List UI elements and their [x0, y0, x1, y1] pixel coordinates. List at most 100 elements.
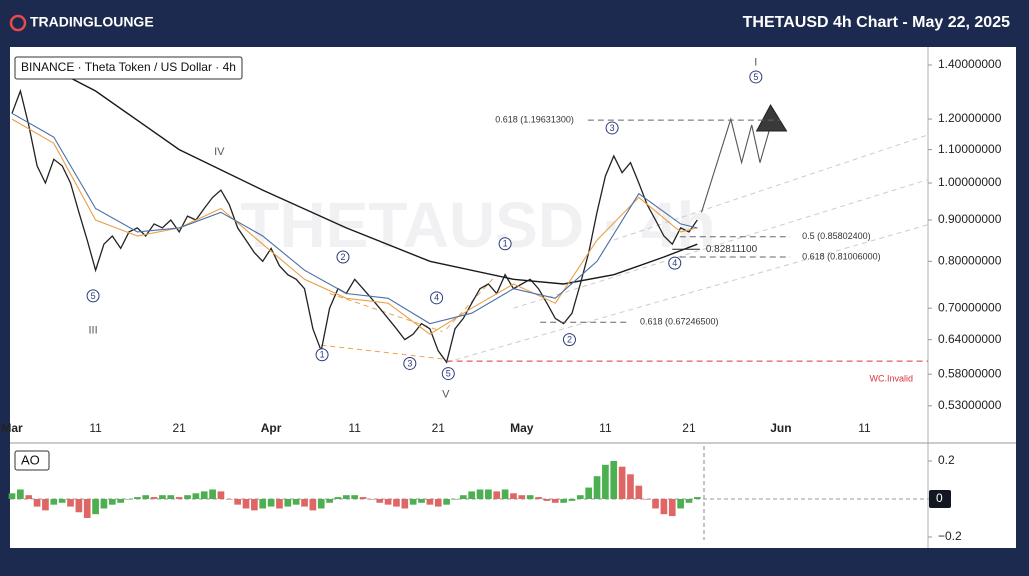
symbol-box [14, 56, 243, 80]
ao-bar [593, 476, 601, 499]
ao-bar [643, 498, 651, 500]
trendline [446, 224, 929, 363]
ao-bar [25, 495, 33, 499]
wave-circle [403, 356, 417, 370]
level-label: 0.82811100 [706, 244, 758, 255]
y-tick-label: 1.10000000 [938, 142, 1002, 156]
ao-bar [8, 493, 16, 499]
ao-pane: 0.2 0 −0.2 AO [8, 450, 962, 543]
ao-bar [75, 498, 83, 513]
ao-bar [468, 491, 476, 499]
ao-bar [292, 498, 300, 505]
trendline [513, 179, 929, 309]
x-tick-label: 11 [348, 421, 361, 435]
logo-text: TRADINGLOUNGE [30, 14, 154, 30]
ao-bar [17, 489, 24, 499]
ao-bar [677, 498, 684, 509]
ao-bar [510, 493, 517, 499]
chart-frame [10, 47, 1016, 548]
ao-bar [117, 498, 124, 503]
wave-label: 3 [407, 358, 412, 368]
ao-bar [150, 497, 158, 499]
ao-bar [443, 498, 450, 505]
wave-circle [749, 70, 763, 84]
ao-bar [368, 498, 375, 500]
projection-arrow [755, 104, 788, 132]
ao-bar [351, 495, 359, 499]
wave-circle [605, 121, 619, 135]
series-line [45, 64, 698, 285]
ao-bar [585, 487, 593, 499]
ao-bar [209, 489, 216, 499]
x-tick-label: May [510, 421, 534, 435]
x-tick-label: Mar [1, 421, 23, 435]
ao-bar [267, 498, 275, 507]
ao-bar [33, 498, 41, 507]
wave-circle [336, 250, 350, 264]
ao-bar [501, 489, 509, 499]
logo-icon [9, 14, 27, 32]
x-tick-label: 11 [858, 421, 871, 435]
ao-title: AO [21, 452, 40, 467]
x-tick-label: Jun [770, 421, 791, 435]
ao-bar [627, 474, 634, 499]
ao-bar [418, 498, 425, 503]
wave-label: 5 [446, 368, 451, 378]
ao-bar [142, 495, 150, 499]
ao-bar [618, 466, 626, 499]
level-label: 0.618 (0.81006000) [802, 251, 881, 261]
ao-bar [242, 498, 250, 509]
trendline [321, 344, 447, 360]
ao-bar [251, 498, 258, 511]
level-label: 0.618 (0.67246500) [640, 317, 719, 327]
ao-bar [217, 491, 225, 499]
ao-bar [225, 498, 233, 500]
wave-label: 4 [672, 258, 677, 268]
y-tick-label: 0.90000000 [938, 212, 1002, 226]
ao-bar [409, 498, 417, 505]
ao-bar [543, 498, 551, 501]
x-tick-label: 21 [432, 421, 446, 435]
y-tick-label: 1.20000000 [938, 111, 1002, 125]
wave-label: 3 [610, 123, 615, 133]
ao-bar [560, 498, 567, 503]
x-tick-label: 11 [89, 421, 102, 435]
ao-bar [610, 461, 618, 499]
wave-label: 4 [434, 293, 439, 303]
ao-bar [568, 498, 576, 501]
ao-bar [434, 498, 442, 507]
y-tick-label: 0 [936, 491, 943, 505]
wave-circle [668, 256, 682, 270]
y-tick-label: 0.53000000 [938, 398, 1002, 412]
ao-bar [359, 497, 367, 499]
ao-bar [134, 497, 141, 499]
wave-label: IV [214, 146, 225, 158]
level-label: WC.Invalid [869, 373, 913, 383]
level-label: 0.618 (1.19631300) [495, 115, 574, 125]
y-tick-label: −0.2 [938, 529, 962, 543]
ao-bar [167, 495, 175, 499]
ao-bar [602, 464, 609, 499]
wave-circle [315, 348, 329, 362]
ao-bar [426, 498, 434, 505]
ao-bar [652, 498, 659, 509]
wave-circle [86, 289, 100, 303]
ao-bar [685, 498, 693, 503]
y-tick-label: 1.00000000 [938, 175, 1002, 189]
ao-bar [159, 495, 166, 499]
ao-bar [459, 495, 467, 499]
ao-bar [108, 498, 116, 505]
ao-bar [535, 497, 542, 499]
y-tick-label: 0.2 [938, 453, 955, 467]
ao-bar [83, 498, 91, 518]
symbol-label: BINANCE · Theta Token / US Dollar · 4h [21, 60, 236, 74]
ao-bar [317, 498, 325, 509]
ao-bar [342, 495, 350, 499]
series-line [11, 118, 698, 335]
ao-bar [92, 498, 99, 515]
ao-bar [393, 498, 400, 507]
ao-bar [668, 498, 676, 517]
page-title: THETAUSD 4h Chart - May 22, 2025 [743, 14, 1010, 31]
x-tick-label: 21 [682, 421, 696, 435]
